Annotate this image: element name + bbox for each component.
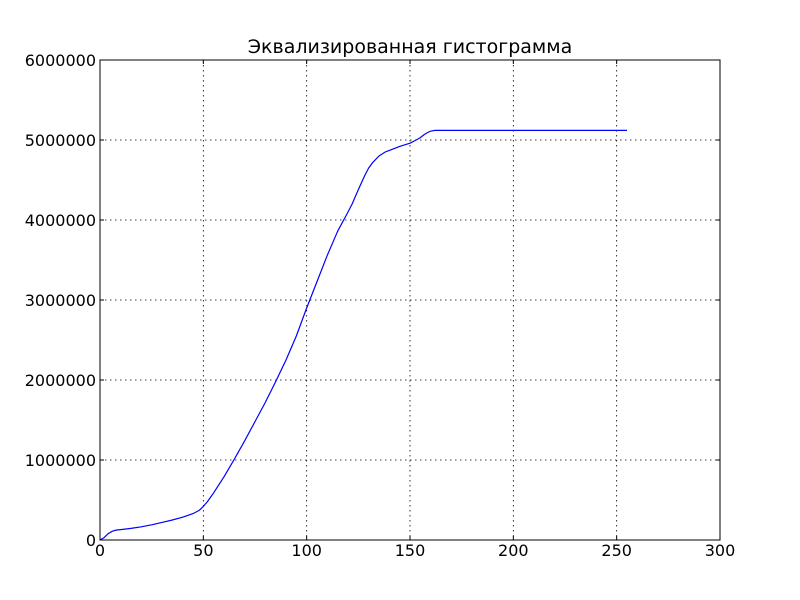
x-tick-label: 50: [193, 541, 213, 560]
x-tick-label: 300: [705, 541, 736, 560]
x-tick-label: 100: [291, 541, 322, 560]
y-tick-label: 3000000: [25, 291, 96, 310]
tick-marks: [99, 59, 721, 541]
grid-lines: [100, 60, 720, 540]
y-axis-tick-labels: 0 1000000 2000000 3000000 4000000 5000000 6000…: [25, 51, 96, 550]
y-tick-label: 6000000: [25, 51, 96, 70]
x-tick-label: 200: [498, 541, 529, 560]
chart-title: Эквализированная гистограмма: [248, 36, 572, 58]
x-axis-tick-labels: 0 50 100 150 200 250 300: [95, 541, 735, 560]
y-tick-label: 5000000: [25, 131, 96, 150]
y-tick-label: 1000000: [25, 451, 96, 470]
y-tick-label: 4000000: [25, 211, 96, 230]
y-tick-label: 2000000: [25, 371, 96, 390]
x-tick-label: 0: [95, 541, 105, 560]
x-tick-label: 150: [395, 541, 426, 560]
x-tick-label: 250: [601, 541, 632, 560]
series-line-0: [99, 129, 627, 541]
series-layer: [99, 129, 627, 541]
y-tick-label: 0: [86, 531, 96, 550]
